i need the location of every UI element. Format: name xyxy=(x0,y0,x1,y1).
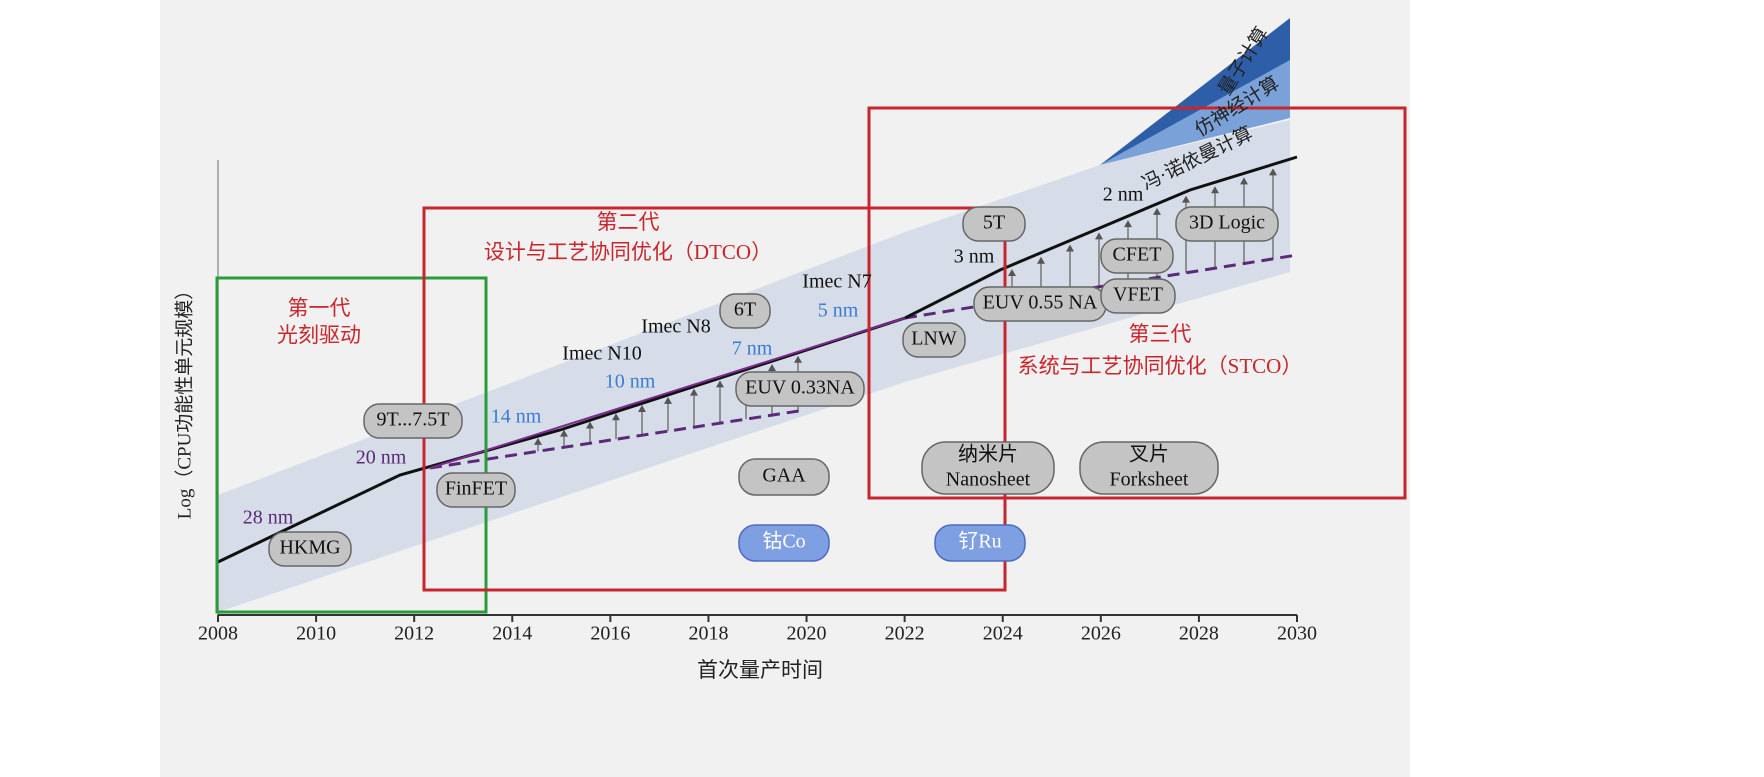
node-label: 3 nm xyxy=(954,246,995,268)
arrow-head xyxy=(1211,186,1219,194)
imec-label: Imec N7 xyxy=(802,271,871,293)
tech-box xyxy=(436,472,516,508)
tech-box xyxy=(735,371,865,407)
arrow-head xyxy=(1095,232,1103,240)
y-axis-label: Log（CPU功能性单元规模） xyxy=(173,281,195,520)
arrow-head xyxy=(1182,195,1190,203)
tech-label: 5T xyxy=(983,212,1005,234)
tech-box xyxy=(719,293,771,329)
tech-box xyxy=(1079,441,1219,495)
tech-box xyxy=(1100,238,1174,274)
tech-box xyxy=(363,403,463,439)
neuro-wedge xyxy=(1100,60,1290,165)
gen1-box xyxy=(215,276,488,614)
generation-subtitle: 设计与工艺协同优化（DTCO） xyxy=(484,240,772,264)
tech-label: 钴Co xyxy=(762,530,805,553)
generation-title: 第一代 xyxy=(288,296,351,320)
tech-label: 3D Logic xyxy=(1189,212,1265,234)
tech-label: Forksheet xyxy=(1110,469,1189,491)
arrow-head xyxy=(638,405,646,413)
tech-label: GAA xyxy=(762,465,806,487)
arrow-head xyxy=(1008,268,1016,276)
node-label: 20 nm xyxy=(356,447,407,469)
gen3-box xyxy=(867,106,1407,500)
x-tick-label: 2010 xyxy=(296,623,336,645)
node-label: 5 nm xyxy=(818,300,859,322)
generation-title: 第三代 xyxy=(1129,322,1192,346)
tech-label: 叉片 xyxy=(1129,443,1169,466)
gen2-box xyxy=(422,206,1007,592)
tech-box xyxy=(1100,278,1176,314)
x-tick-label: 2018 xyxy=(688,623,728,645)
generation-subtitle: 光刻驱动 xyxy=(277,323,361,347)
arrow-head xyxy=(534,437,542,445)
x-tick-label: 2022 xyxy=(885,623,925,645)
quantum-wedge xyxy=(1100,18,1290,165)
arrow-head xyxy=(1124,220,1132,228)
tech-label: 9T...7.5T xyxy=(377,409,450,431)
imec-label: Imec N10 xyxy=(562,343,641,365)
node-label: 7 nm xyxy=(732,338,773,360)
tech-box xyxy=(1175,206,1279,242)
tech-label: EUV 0.55 NA xyxy=(983,292,1098,314)
arrow-head xyxy=(664,396,672,404)
x-tick-label: 2024 xyxy=(983,623,1023,645)
arrow-head xyxy=(612,413,620,421)
arrow-head xyxy=(560,429,568,437)
x-tick-label: 2028 xyxy=(1179,623,1219,645)
x-tick-label: 2020 xyxy=(787,623,827,645)
node-label: 2 nm xyxy=(1103,184,1144,206)
arrow-head xyxy=(690,388,698,396)
x-tick-label: 2026 xyxy=(1081,623,1121,645)
dashed-trend xyxy=(904,253,1298,320)
dashed-trend xyxy=(429,408,806,470)
x-tick-label: 2014 xyxy=(492,623,532,645)
tech-label: LNW xyxy=(911,328,957,350)
tech-box xyxy=(934,524,1026,562)
generation-subtitle: 系统与工艺协同优化（STCO） xyxy=(1018,354,1303,378)
node-label: 10 nm xyxy=(605,371,656,393)
tech-label: VFET xyxy=(1113,284,1163,306)
arrow-head xyxy=(1066,244,1074,252)
tech-label: CFET xyxy=(1113,244,1162,266)
x-tick-label: 2012 xyxy=(394,623,434,645)
tech-box xyxy=(921,441,1055,495)
tech-box xyxy=(268,531,352,567)
node-label: 28 nm xyxy=(243,507,294,529)
arrow-head xyxy=(768,364,776,371)
arrow-head xyxy=(1153,207,1161,215)
generation-title: 第二代 xyxy=(597,210,660,234)
node-label: 14 nm xyxy=(491,406,542,428)
tech-label: FinFET xyxy=(445,478,507,500)
x-axis-label: 首次量产时间 xyxy=(697,658,823,682)
tech-label: HKMG xyxy=(279,537,340,559)
tech-box xyxy=(902,322,966,358)
arrow-head xyxy=(716,380,724,388)
arrow-head xyxy=(794,355,802,363)
tech-box xyxy=(738,458,830,496)
arrow-head xyxy=(1269,168,1277,176)
imec-label: Imec N8 xyxy=(641,316,710,338)
x-tick-label: 2016 xyxy=(590,623,630,645)
x-tick-label: 2030 xyxy=(1277,623,1317,645)
tech-label: EUV 0.33NA xyxy=(745,377,855,399)
tech-box xyxy=(962,206,1026,242)
arrow-head xyxy=(1037,256,1045,264)
tech-box xyxy=(738,524,830,562)
arrow-head xyxy=(1240,177,1248,185)
tech-label: 6T xyxy=(734,299,756,321)
x-tick-label: 2008 xyxy=(198,623,238,645)
tech-label: 纳米片 xyxy=(958,443,1018,466)
arrow-head xyxy=(586,421,594,429)
tech-label: 钌Ru xyxy=(958,530,1001,553)
purple-trend xyxy=(429,317,906,469)
tech-label: Nanosheet xyxy=(946,469,1031,491)
